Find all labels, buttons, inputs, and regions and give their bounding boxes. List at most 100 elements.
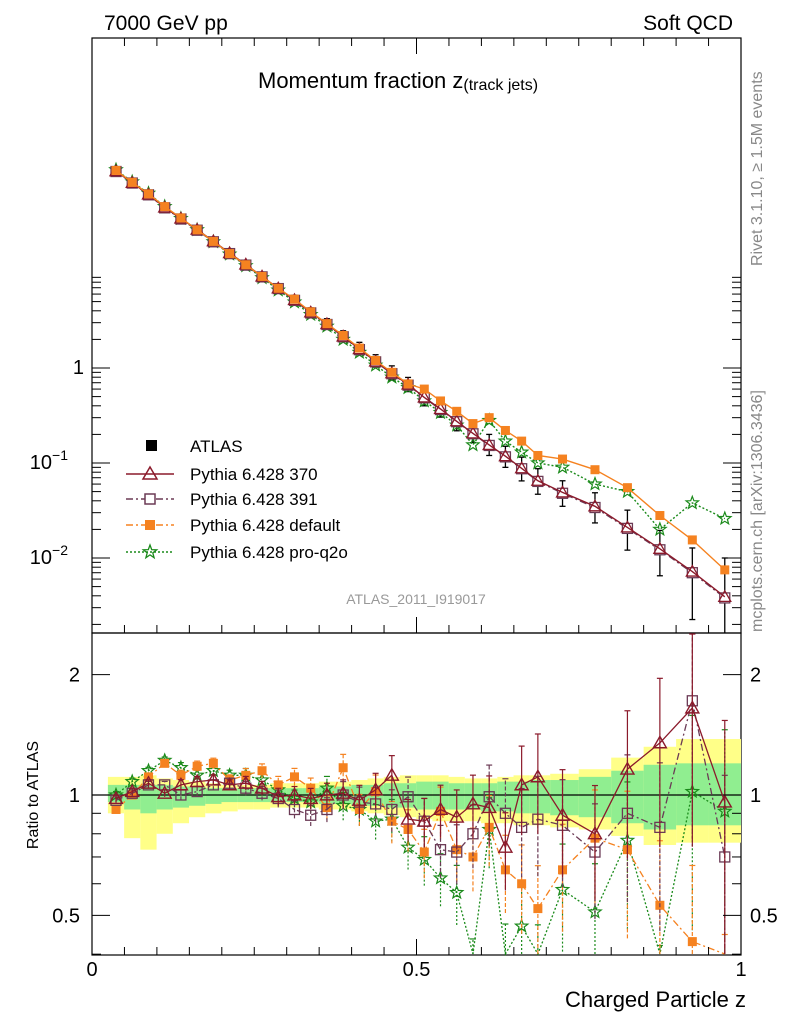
point-q2o: [554, 459, 571, 474]
point-391: [589, 501, 601, 514]
point-default: [517, 436, 527, 446]
point-default: [241, 260, 251, 270]
point-391: [556, 487, 569, 499]
ratio-point-default: [208, 758, 218, 768]
ratio-point-370: [619, 761, 636, 775]
ratio-point-370: [684, 700, 701, 714]
ratio-point-q2o: [449, 884, 465, 900]
ratio-point-default: [517, 879, 527, 889]
ratio-point-370: [465, 795, 481, 810]
ratio-point-370: [254, 780, 270, 794]
point-default: [338, 330, 348, 340]
legend-label-370: Pythia 6.428 370: [190, 465, 318, 484]
ratio-point-default: [687, 937, 697, 947]
ratio-point-370: [416, 813, 432, 827]
ytick-base: 10: [30, 547, 52, 569]
ratio-ytick-label-right: 0.5: [750, 905, 778, 927]
ratio-point-default: [111, 804, 121, 814]
point-391: [654, 544, 666, 556]
point-370: [482, 437, 497, 451]
point-default: [176, 213, 186, 223]
point-default: [371, 355, 381, 365]
point-391: [621, 522, 634, 535]
ratio-point-370: [221, 776, 238, 791]
point-391: [686, 567, 698, 579]
main-y-tick-labels: 10−2 10−1 1: [30, 357, 84, 569]
xtick-label: 1: [735, 959, 746, 981]
point-default: [403, 379, 413, 389]
ratio-point-370: [554, 807, 571, 821]
point-default: [687, 535, 697, 545]
main-plot-content: [108, 161, 733, 633]
ratio-point-370: [652, 734, 668, 749]
point-370: [417, 390, 432, 403]
main-title: Momentum fraction z(track jets): [258, 68, 538, 94]
ratio-point-370: [319, 787, 335, 801]
xtick-label: 0: [86, 959, 97, 981]
point-default: [257, 271, 267, 281]
point-391: [719, 592, 731, 604]
energy-label: 7000 GeV pp: [104, 12, 228, 35]
point-default: [452, 406, 462, 416]
point-370: [449, 413, 464, 427]
legend-label-atlas: ATLAS: [190, 437, 243, 456]
legend-marker-q2o: [141, 543, 159, 560]
legend-label-q2o: Pythia 6.428 pro-q2o: [190, 543, 348, 562]
ratio-point-370: [303, 790, 319, 805]
legend-marker-391: [144, 493, 156, 505]
point-q2o: [530, 454, 546, 470]
ytick-label-1e-2: 10−2: [30, 542, 68, 569]
ratio-point-370: [481, 799, 497, 814]
point-q2o: [684, 494, 701, 510]
legend-marker-default: [145, 520, 155, 530]
uncertainty-band-inner: [205, 788, 222, 804]
main-y-ticks: [91, 38, 742, 633]
ratio-ytick-label-left: 1: [69, 785, 80, 807]
process-label: Soft QCD: [643, 12, 733, 35]
ratio-point-default: [468, 852, 478, 862]
point-370: [433, 401, 448, 415]
ratio-point-370: [384, 767, 400, 781]
ytick-exp-minus-1: −1: [52, 447, 68, 463]
point-q2o: [652, 521, 668, 537]
uncertainty-band-inner: [497, 781, 514, 812]
legend-label-default: Pythia 6.428 default: [190, 516, 341, 535]
ratio-point-default: [533, 904, 543, 914]
ratio-point-370: [108, 790, 124, 805]
ratio-point-391: [288, 803, 301, 816]
ratio-point-q2o: [416, 851, 433, 867]
point-default: [484, 413, 494, 423]
rivet-version-label: Rivet 3.1.10, ≥ 1.5M events: [749, 71, 766, 266]
ytick-exp-minus-2: −2: [52, 542, 68, 558]
point-q2o: [465, 436, 481, 452]
ratio-point-370: [432, 801, 449, 816]
ratio-point-default: [452, 845, 462, 855]
point-q2o: [619, 483, 636, 499]
point-370: [652, 541, 667, 554]
ratio-point-q2o: [587, 903, 603, 919]
ratio-point-370: [400, 811, 416, 825]
ratio-point-370: [513, 776, 530, 791]
ratio-point-default: [419, 847, 429, 857]
point-default: [289, 294, 299, 304]
ytick-base: 10: [30, 452, 52, 474]
legend-marker-370: [141, 465, 159, 480]
ratio-point-370: [156, 785, 173, 799]
ratio-point-default: [192, 761, 202, 771]
ratio-point-370: [270, 788, 286, 803]
uncertainty-band-inner: [550, 780, 579, 816]
ratio-point-391: [386, 803, 398, 816]
point-default: [322, 319, 332, 329]
ratio-point-370: [367, 781, 384, 796]
ratio-point-370: [351, 792, 368, 806]
ratio-point-default: [338, 763, 348, 773]
ratio-point-default: [160, 758, 170, 768]
point-default: [273, 283, 283, 293]
point-default: [590, 465, 600, 475]
ratio-point-default: [241, 770, 251, 780]
ratio-point-370: [449, 809, 465, 823]
point-370: [620, 520, 635, 533]
ratio-point-default: [289, 772, 299, 782]
point-default: [225, 249, 235, 259]
